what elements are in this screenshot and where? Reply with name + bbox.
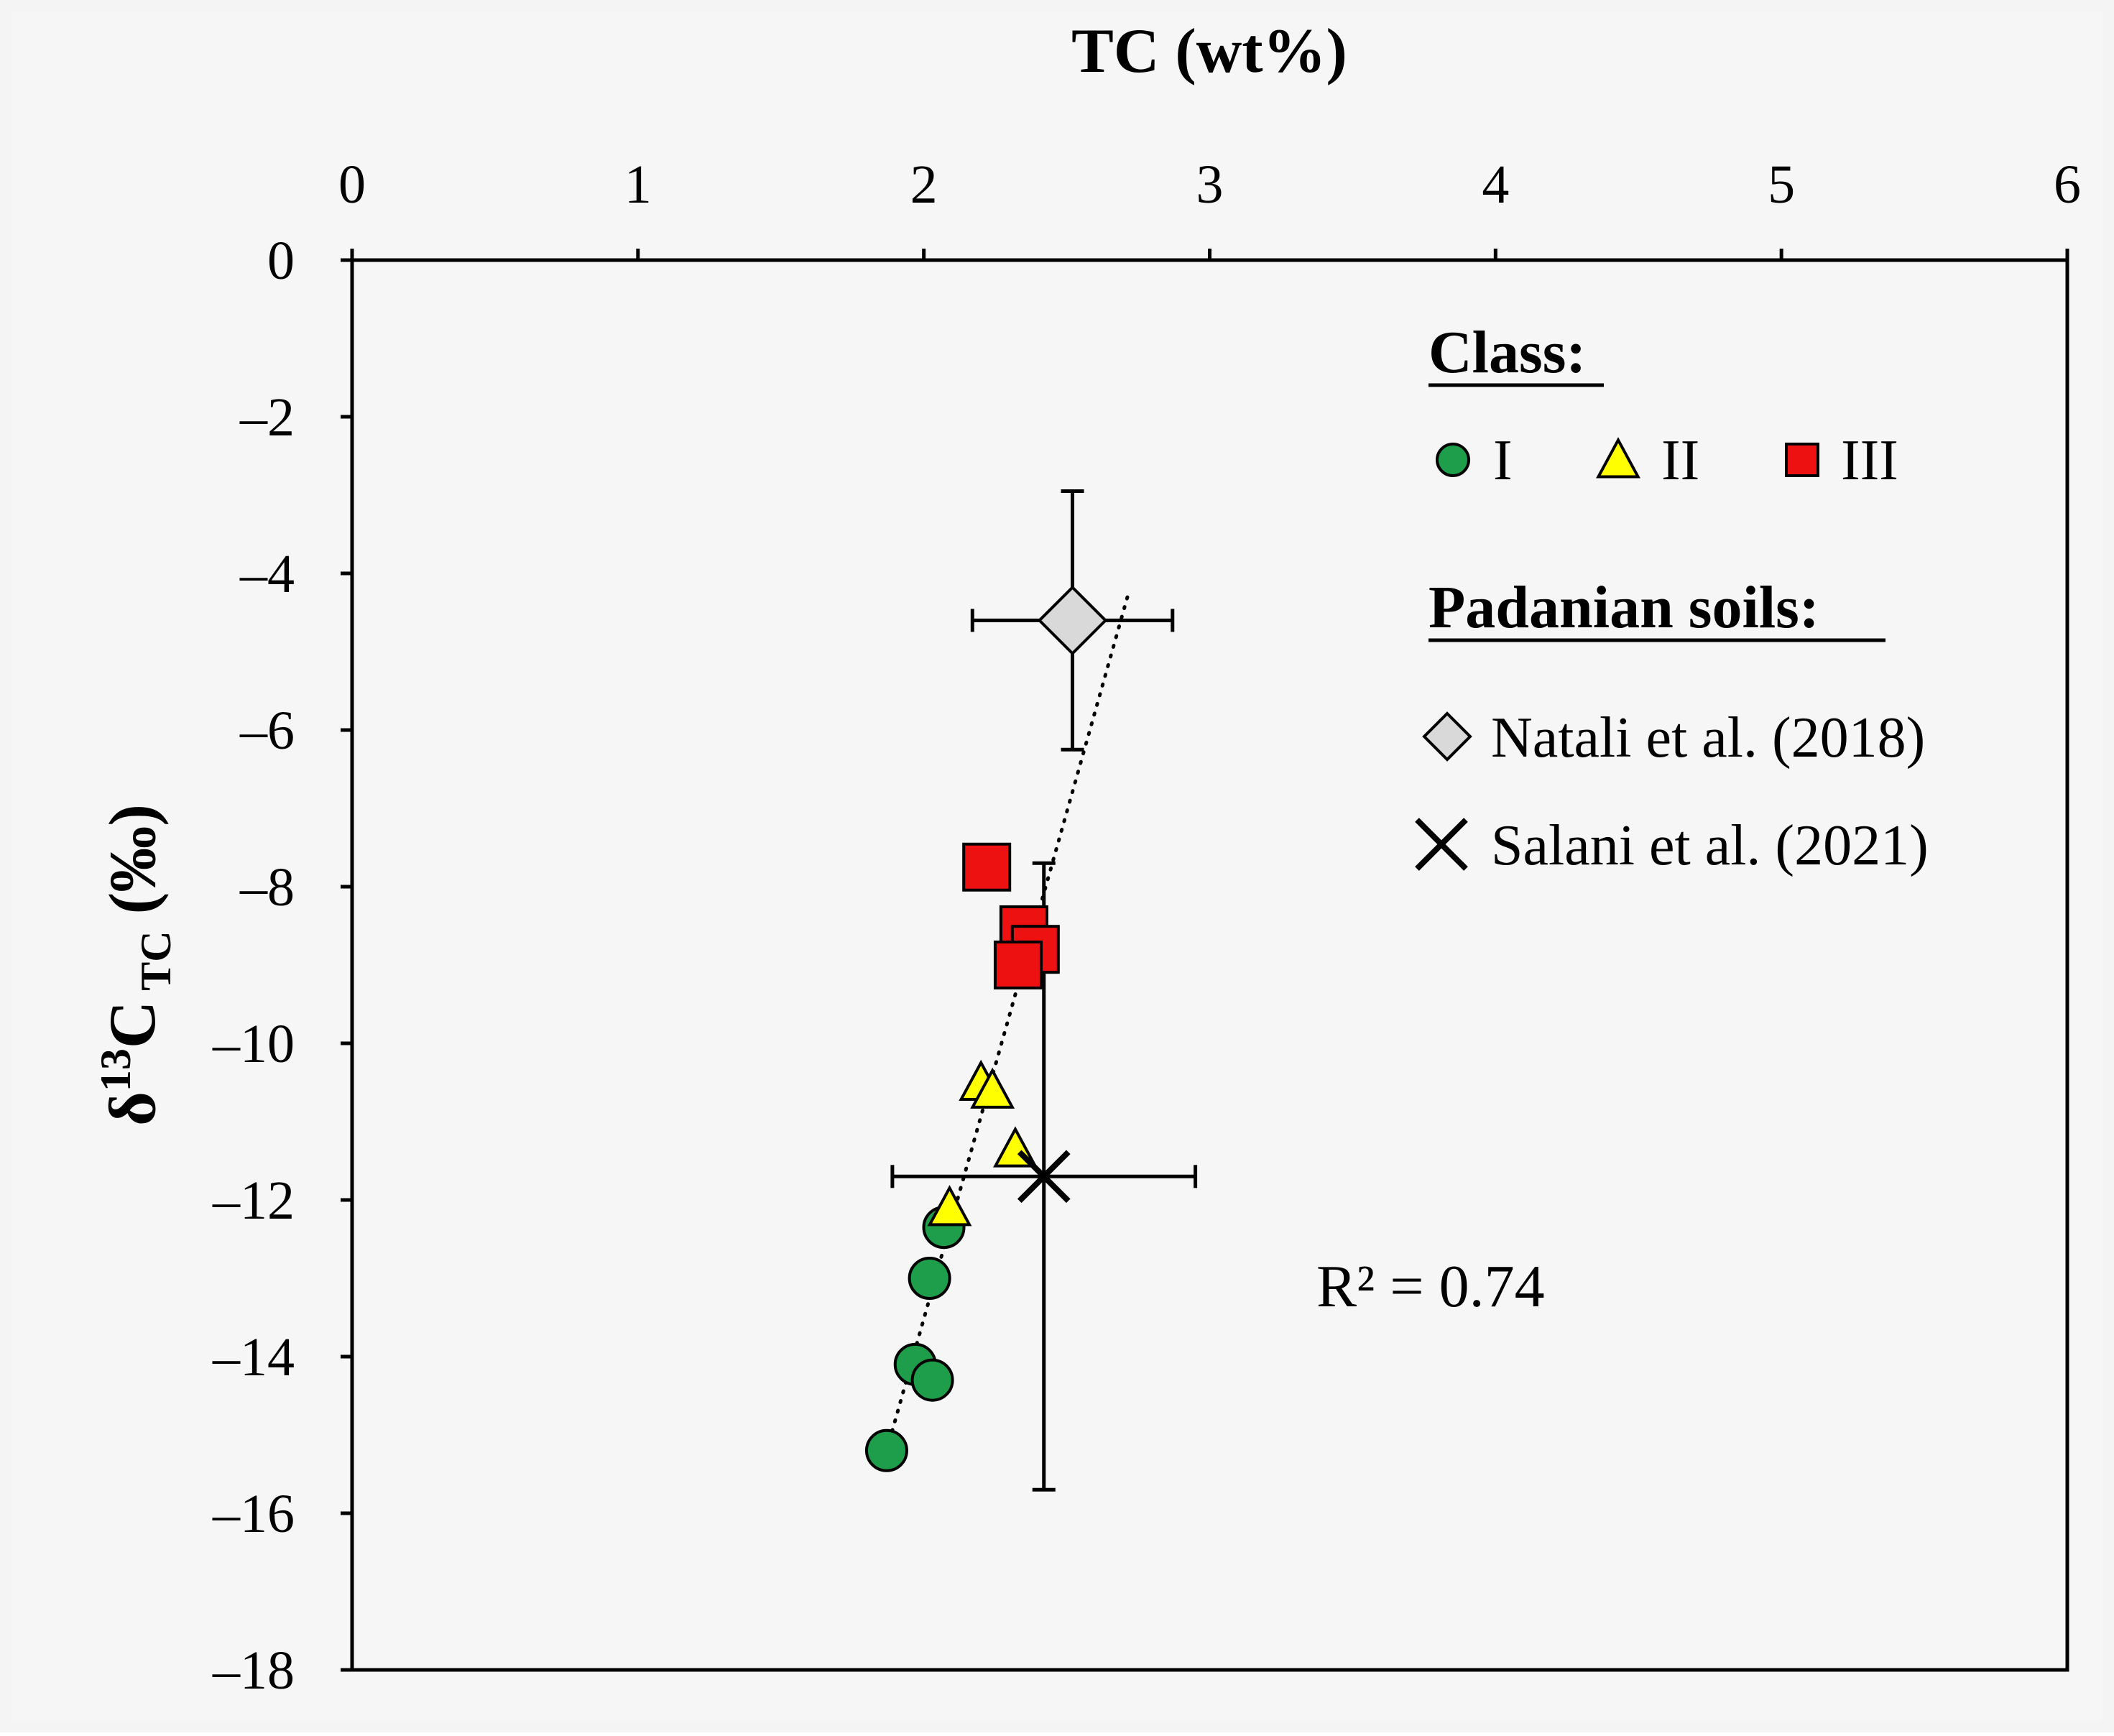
x-stroke: [1415, 818, 1468, 871]
y-tick-label: –8: [239, 857, 295, 918]
point-natali-et-al-2018: [1037, 585, 1108, 656]
legend-class-title: Class:: [1428, 319, 1586, 386]
y-tick-label: 0: [267, 231, 295, 291]
plot-area: [350, 258, 2069, 1672]
x-tick-label: 2: [910, 154, 938, 215]
legend-marker-salani-et-al-2021: [1415, 818, 1468, 871]
x-tick-label: 1: [624, 154, 652, 215]
x-tick-label: 4: [1482, 154, 1509, 215]
legend-marker-ii: [1596, 437, 1640, 479]
y-tick-label: –4: [239, 544, 295, 604]
legend-marker-i: [1436, 443, 1470, 477]
legend-label-ii: II: [1661, 429, 1699, 492]
y-tick-label: –16: [212, 1484, 295, 1544]
x-tick-label: 3: [1196, 154, 1224, 215]
point-i: [910, 1358, 954, 1402]
legend-marker-iii: [1785, 443, 1819, 477]
r-squared-annotation: R² = 0.74: [1316, 1253, 1545, 1320]
point-iii: [993, 941, 1043, 989]
x-tick-label: 5: [1768, 154, 1795, 215]
y-tick-label: –2: [239, 387, 295, 448]
y-label-subscript: TC: [132, 931, 180, 1000]
trendline-group: [885, 587, 1132, 1453]
legend-label-salani-et-al-2021: Salani et al. (2021): [1491, 814, 1929, 877]
point-ii: [927, 1185, 972, 1227]
y-tick-label: –12: [212, 1171, 295, 1231]
y-tick-label: –18: [212, 1640, 295, 1701]
point-i: [864, 1428, 908, 1472]
point-iii: [962, 842, 1012, 892]
y-tick-label: –10: [212, 1014, 295, 1074]
y-label-delta: δ: [96, 1091, 169, 1126]
trendline: [885, 587, 1132, 1453]
legend-label-iii: III: [1841, 429, 1898, 492]
x-stroke: [1017, 1150, 1071, 1204]
legend-soils-title: Padanian soils:: [1428, 574, 1819, 641]
y-label-unit: (‰): [96, 804, 169, 931]
legend-label-natali-et-al-2018: Natali et al. (2018): [1491, 706, 1925, 770]
x-axis-ticks: 0 1 2 3 4 5 6: [338, 154, 2081, 260]
y-tick-label: –6: [239, 701, 295, 761]
point-salani-et-al-2021: [1017, 1150, 1071, 1204]
x-tick-label: 0: [338, 154, 366, 215]
x-tick-label: 6: [2054, 154, 2081, 215]
y-axis-label: δ13C TC (‰): [92, 804, 180, 1126]
point-i: [908, 1257, 951, 1300]
y-tick-label: –14: [212, 1327, 295, 1388]
y-label-carbon: C: [96, 1001, 169, 1048]
data-points: [864, 585, 1108, 1472]
y-label-superscript: 13: [92, 1048, 139, 1091]
legend-marker-natali-et-al-2018: [1422, 711, 1472, 762]
y-axis-ticks: 0 –2 –4 –6 –8 –10 –12 –14 –16 –18: [212, 231, 352, 1701]
legend-label-i: I: [1493, 429, 1513, 492]
x-axis-label: TC (wt%): [1071, 17, 1347, 86]
point-ii: [970, 1067, 1015, 1109]
